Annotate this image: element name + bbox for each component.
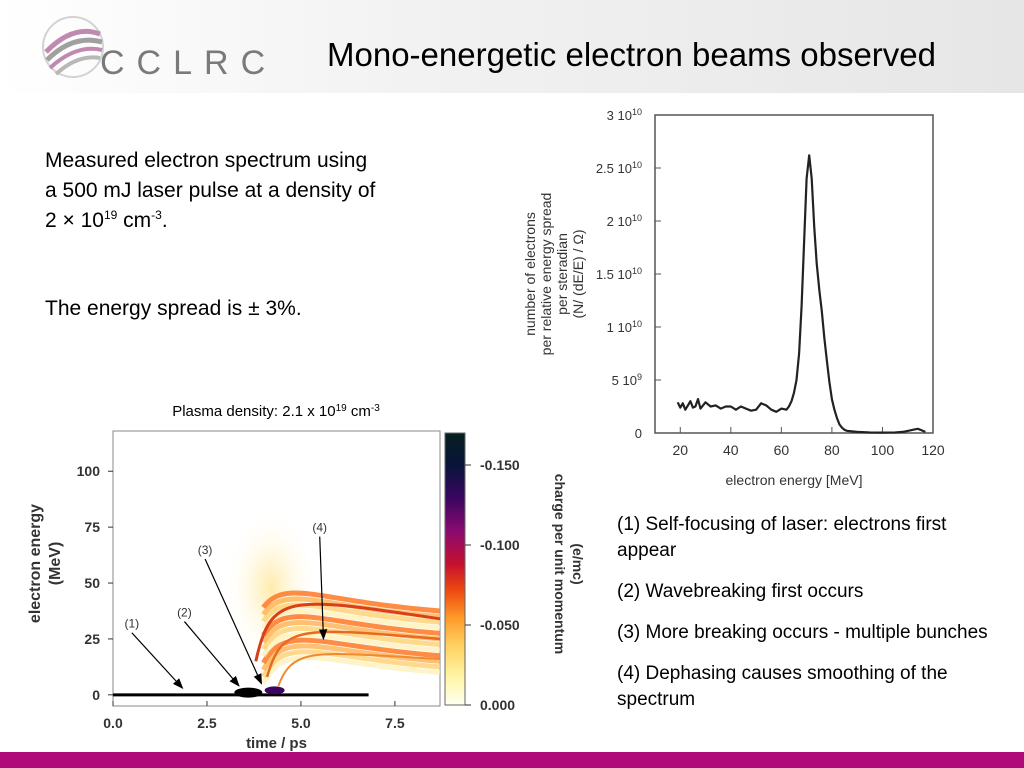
- note-item: (3) More breaking occurs - multiple bunc…: [617, 622, 988, 643]
- heatmap-bunch-band: [261, 590, 441, 614]
- footer-bar: [0, 752, 1024, 768]
- spectrum-x-tick-label: 100: [871, 442, 895, 458]
- heatmap-x-tick-label: 5.0: [291, 715, 311, 731]
- slide-title: Mono-energetic electron beams observed: [327, 36, 937, 73]
- intro-density-unit-exponent: -3: [151, 208, 162, 222]
- intro-line-2: a 500 mJ laser pulse at a density of: [45, 179, 376, 202]
- spectrum-plot-frame: [654, 114, 934, 434]
- spectrum-y-tick-label: 2.5 1010: [596, 160, 642, 176]
- spectrum-y-axis-label-line: (N/ (dE/E) / Ω): [570, 229, 586, 318]
- intro-text: Measured electron spectrum using a 500 m…: [45, 146, 465, 236]
- energy-spread-text: The energy spread is ± 3%.: [45, 297, 302, 320]
- heatmap-annotation-label: (3): [198, 543, 213, 557]
- heatmap-y-axis-label-line: (MeV): [47, 542, 64, 586]
- heatmap-y-tick-label: 75: [84, 519, 100, 535]
- heatmap-bunch-band: [261, 614, 441, 637]
- spectrum-y-tick-label: 0: [635, 426, 642, 441]
- heatmap-annotation-arrow: [183, 621, 240, 687]
- electron-spectrum-chart: 20 40 60 80 100 120 0 5 109 1 1010 1.5 1010 2 1010…: [522, 107, 945, 488]
- spectrum-x-axis-label: electron energy [MeV]: [726, 472, 863, 488]
- heatmap-y-axis-label: electron energy (MeV): [27, 504, 64, 623]
- cclrc-logo-icon: [42, 16, 104, 78]
- heatmap-x-tick-label: 7.5: [385, 715, 405, 731]
- heatmap-colorbar: [444, 432, 466, 706]
- heatmap-x-axis-label: time / ps: [246, 735, 307, 752]
- heatmap-second-bunch: [265, 630, 441, 678]
- intro-density-exponent: 19: [103, 208, 118, 222]
- heatmap-y-tick-label: 0: [92, 687, 100, 703]
- heatmap-colorbar-tick-label: -0.150: [480, 457, 520, 473]
- heatmap-dense-spot: [234, 687, 263, 698]
- heatmap-annotation-arrow: [204, 558, 263, 685]
- heatmap-bunch-band: [261, 602, 441, 625]
- observation-notes: (1) Self-focusing of laser: electrons fi…: [617, 512, 997, 728]
- heatmap-y-axis-label-line: electron energy: [27, 504, 44, 623]
- spectrum-y-tick-label: 5 109: [612, 372, 642, 388]
- heatmap-bunch-band: [261, 631, 441, 658]
- heatmap-y-tick-label: 100: [77, 463, 101, 479]
- spectrum-x-tick-label: 80: [824, 442, 840, 458]
- spectrum-x-tick-label: 20: [672, 442, 688, 458]
- intro-density-unit: cm: [117, 209, 152, 232]
- note-item: (4) Dephasing causes smoothing of the sp…: [617, 663, 948, 710]
- spectrum-series-line: [676, 154, 926, 434]
- slide-header: [0, 0, 1024, 93]
- heatmap-y-tick-label: 25: [84, 631, 100, 647]
- intro-period: .: [161, 209, 168, 232]
- spectrum-y-tick-label: 1.5 1010: [596, 266, 642, 282]
- heatmap-third-bunch: [277, 653, 441, 687]
- spectrum-y-tick-label: 2 1010: [607, 213, 642, 229]
- heatmap-annotation-label: (2): [177, 606, 192, 620]
- heatmap-colormap-bands: [254, 590, 441, 687]
- heatmap-x-tick-label: 0.0: [103, 715, 123, 731]
- intro-line-3: 2 × 1019 cm-3.: [45, 206, 465, 236]
- spectrum-y-axis-label-line: per relative energy spread: [538, 193, 554, 356]
- spectrum-y-axis-label-line: number of electrons: [522, 212, 538, 336]
- note-item: (2) Wavebreaking first occurs: [617, 581, 864, 602]
- time-energy-heatmap-chart: Plasma density: 2.1 x 1019 cm-3 0.0 2.5 5.0…: [27, 403, 586, 752]
- heatmap-annotation-arrow: [318, 536, 328, 641]
- heatmap-colorbar-label: charge per unit momentum (e/mc): [552, 474, 586, 654]
- heatmap-y-tick-label: 50: [84, 575, 100, 591]
- intro-line-1: Measured electron spectrum using: [45, 149, 368, 172]
- logo-text: CCLRC: [100, 44, 278, 82]
- heatmap-x-tick-label: 2.5: [197, 715, 217, 731]
- heatmap-bunch-band: [261, 655, 441, 685]
- spectrum-y-tick-label: 1 1010: [607, 319, 642, 335]
- spectrum-x-tick-label: 60: [774, 442, 790, 458]
- spectrum-x-tick-label: 120: [921, 442, 945, 458]
- spectrum-x-tick-label: 40: [723, 442, 739, 458]
- note-item: (1) Self-focusing of laser: electrons fi…: [617, 514, 947, 561]
- spectrum-y-axis-label-line: per steradian: [554, 233, 570, 315]
- heatmap-annotation-arrow: [131, 632, 184, 689]
- heatmap-title: Plasma density: 2.1 x 1019 cm-3: [172, 403, 380, 420]
- heatmap-colorbar-label-line: charge per unit momentum: [552, 474, 568, 654]
- heatmap-colorbar-tick-label: -0.100: [480, 537, 520, 553]
- heatmap-colorbar-tick-label: -0.050: [480, 617, 520, 633]
- heatmap-colorbar-label-line: (e/mc): [570, 543, 586, 584]
- heatmap-dense-spot: [264, 686, 285, 695]
- spectrum-y-axis-label: number of electrons per relative energy s…: [522, 193, 586, 356]
- heatmap-bunch-band: [261, 637, 441, 665]
- heatmap-annotation-label: (4): [312, 521, 327, 535]
- intro-density-mantissa: 2 × 10: [45, 209, 104, 232]
- heatmap-colorbar-tick-label: 0.000: [480, 697, 515, 713]
- heatmap-annotation-label: (1): [124, 617, 139, 631]
- heatmap-main-bunch: [254, 602, 441, 662]
- spectrum-y-tick-label: 3 1010: [607, 107, 642, 123]
- heatmap-bunch-band: [261, 625, 441, 651]
